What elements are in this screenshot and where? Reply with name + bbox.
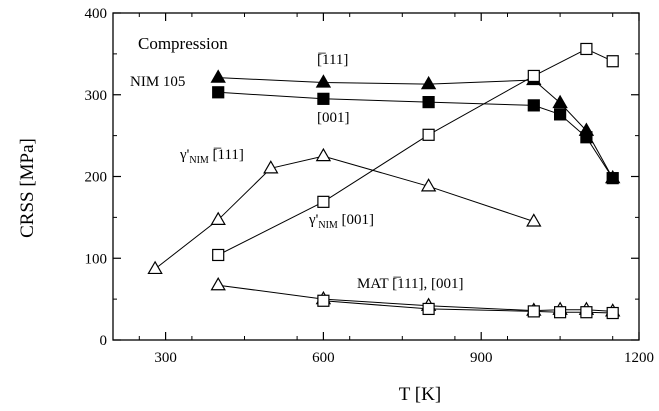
series-3-point	[606, 55, 619, 68]
annotation-dir001-top: [001]	[317, 110, 350, 126]
series-2-point	[210, 211, 226, 225]
series-0-point	[210, 69, 226, 83]
series-1-point	[606, 172, 619, 185]
series-3-point	[212, 248, 225, 262]
y-tick-label: 200	[85, 170, 108, 186]
x-axis-label: T [K]	[399, 384, 441, 405]
series-line-5	[323, 300, 613, 314]
series-5-point	[527, 305, 540, 318]
series-5-point	[553, 306, 567, 319]
series-3-point	[580, 42, 593, 56]
series-3-point	[317, 195, 330, 208]
series-5-point	[422, 302, 435, 316]
ticks-layer: 300 600 900 1200 0 100 200 300 400	[85, 6, 655, 366]
series-1-point	[317, 92, 330, 105]
annotation-gamma-nim-001: γ'NIM [001]	[308, 212, 374, 231]
series-1-point	[422, 96, 435, 109]
x-tick-label: 1200	[624, 350, 654, 366]
y-axis-label: CRSS [MPa]	[17, 138, 38, 238]
series-0-point	[552, 94, 568, 109]
series-2-point	[147, 260, 163, 275]
series-1-point	[553, 108, 567, 121]
series-line-0	[218, 77, 614, 179]
y-tick-label: 0	[100, 333, 108, 349]
series-0-point	[420, 75, 437, 90]
series-4-point	[210, 277, 226, 291]
series-1-point	[580, 131, 593, 144]
annotation-gamma-nim-111: γ'NIM [̅111]	[179, 147, 244, 166]
y-tick-label: 100	[85, 251, 108, 267]
y-tick-label: 400	[85, 6, 108, 22]
series-5-point	[606, 306, 619, 320]
x-tick-label: 600	[312, 350, 335, 366]
series-5-point	[580, 306, 593, 319]
series-2-point	[526, 213, 542, 227]
y-tick-label: 300	[85, 88, 108, 104]
series-2-point	[315, 147, 332, 162]
annotation-mat: MAT [̅111], [001]	[357, 276, 464, 292]
series-0-point	[315, 74, 332, 88]
series-2-point	[263, 160, 279, 174]
x-tick-label: 300	[154, 350, 177, 366]
series-3-point	[527, 69, 540, 83]
series-1-point	[527, 99, 540, 112]
series-line-2	[154, 155, 534, 270]
annotation-nim105: NIM 105	[130, 74, 185, 90]
series-1-point	[212, 86, 225, 99]
series-markers-layer	[147, 42, 621, 320]
series-3-point	[422, 128, 435, 141]
annotation-dir111-top: [̅111]	[317, 52, 348, 68]
series-2-point	[420, 178, 437, 192]
annotation-compression: Compression	[138, 34, 228, 53]
series-5-point	[317, 294, 330, 307]
series-line-1	[218, 91, 614, 179]
x-tick-label: 900	[470, 350, 493, 366]
